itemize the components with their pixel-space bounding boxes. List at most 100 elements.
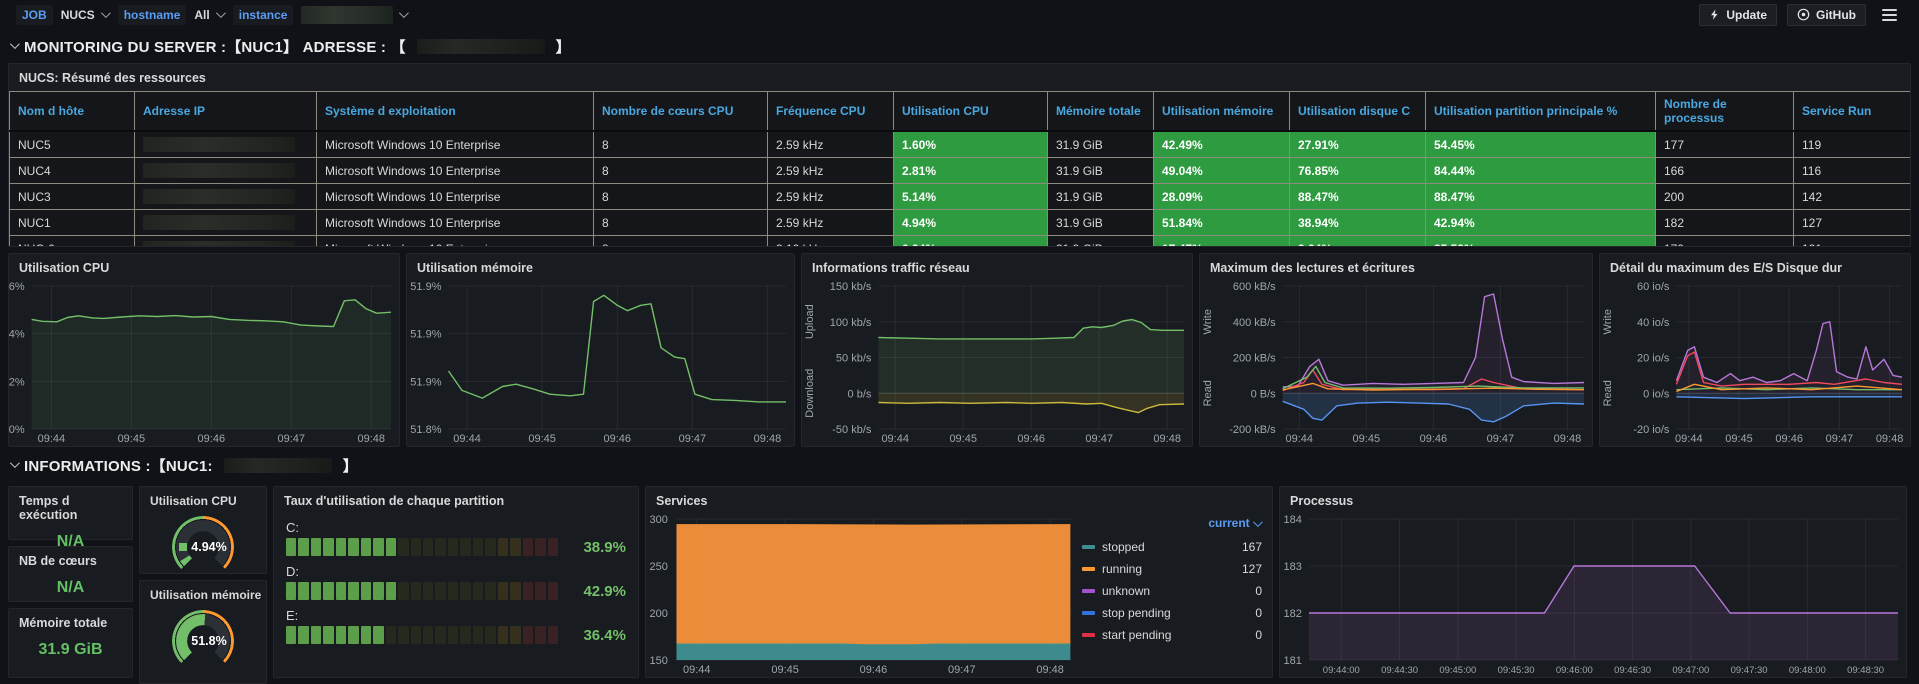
section-informations[interactable]: INFORMATIONS :【NUC1: 】: [8, 447, 1911, 482]
services-legend: current stopped 167 running 127 unknown 0 stop…: [1080, 512, 1272, 677]
table-cell: Microsoft Windows 10 Enterprise: [316, 235, 594, 246]
table-cell: 127: [1793, 209, 1910, 236]
led-segment: [422, 582, 434, 600]
legend-swatch: [1082, 567, 1095, 571]
legend-item-running[interactable]: running 127: [1082, 558, 1262, 580]
table-cell: 2.59 kHz: [767, 183, 894, 210]
table-cell: 3.10 kHz: [767, 235, 894, 246]
table-cell: 31.9 GiB: [1047, 157, 1154, 184]
services-chart[interactable]: 300 250 200 150 09:44 09:45 09:46 09:47 09:48: [646, 512, 1080, 677]
gauge-value: 51.8%: [172, 610, 234, 672]
chart-plot[interactable]: 600 kB/s 400 kB/s 200 kB/s 0 B/s -200 kB/s 09…: [1200, 279, 1592, 446]
legend-item-stop-pending[interactable]: stop pending 0: [1082, 602, 1262, 624]
column-header[interactable]: Mémoire totale: [1047, 91, 1154, 132]
table-cell: 1.60%: [893, 131, 1048, 158]
chevron-down-icon: [9, 39, 20, 50]
led-segment: [510, 538, 521, 556]
ip-redacted: [143, 215, 295, 230]
variable-label-job[interactable]: JOB: [16, 4, 53, 25]
legend-swatch: [1082, 633, 1095, 637]
svg-text:09:44: 09:44: [1675, 433, 1703, 445]
resources-table: Nom d hôte Adresse IP Système d exploitati…: [9, 91, 1910, 246]
legend-item-unknown[interactable]: unknown 0: [1082, 580, 1262, 602]
chart-plot[interactable]: 6% 4% 2% 0% 09:44 09:45 09:46 09:47 09:48: [9, 279, 399, 446]
column-header[interactable]: Fréquence CPU: [767, 91, 894, 132]
stats-column: Temps d exécution N/A NB de cœurs N/A Mémoir…: [8, 486, 133, 678]
column-header[interactable]: Service Run: [1793, 91, 1910, 132]
chevron-down-icon: [399, 8, 410, 19]
led-segment: [460, 626, 471, 644]
ip-redacted: [143, 137, 295, 152]
column-header[interactable]: Nom d hôte: [9, 91, 135, 132]
led-segment: [373, 626, 384, 644]
led-segment: [447, 626, 459, 644]
svg-text:Read: Read: [1602, 380, 1614, 406]
chart-plot[interactable]: 51.9% 51.9% 51.9% 51.8% 09:44 09:45 09:46 09:47…: [407, 279, 794, 446]
variable-value-hostname[interactable]: All: [194, 8, 226, 22]
menu-icon[interactable]: [1876, 5, 1903, 25]
table-cell: 200: [1655, 183, 1794, 210]
svg-text:09:48:00: 09:48:00: [1789, 665, 1826, 676]
processus-title: Processus: [1290, 494, 1354, 508]
table-cell: 0.94%: [893, 235, 1048, 246]
panel-utilisation-m-moire: Utilisation mémoire 51.9% 51.9% 51.9% 51.8% 0…: [406, 253, 795, 447]
section-monitoring-title: MONITORING DU SERVER :【NUC1】 ADRESSE : 【: [24, 39, 406, 56]
led-segment: [348, 582, 359, 600]
variable-value-instance[interactable]: [301, 5, 410, 24]
svg-text:40 io/s: 40 io/s: [1637, 317, 1670, 329]
update-button[interactable]: Update: [1699, 3, 1777, 26]
legend-label: stopped: [1102, 540, 1145, 554]
svg-text:09:46: 09:46: [860, 664, 888, 676]
gauge-marker: [179, 543, 188, 551]
variable-value-redacted: [301, 5, 394, 24]
table-cell: 28.09%: [1153, 183, 1290, 210]
led-segment: [472, 626, 484, 644]
column-header[interactable]: Utilisation disque C: [1289, 91, 1426, 132]
variable-label-hostname[interactable]: hostname: [117, 4, 187, 25]
led-segment: [510, 626, 521, 644]
column-header[interactable]: Système d exploitation: [316, 91, 594, 132]
led-segment: [535, 626, 546, 644]
column-header[interactable]: Adresse IP: [134, 91, 317, 132]
led-segment: [385, 538, 397, 556]
led-segment: [472, 538, 484, 556]
svg-text:60 io/s: 60 io/s: [1637, 281, 1670, 293]
svg-text:2%: 2%: [9, 376, 25, 388]
legend-label: unknown: [1102, 584, 1151, 598]
led-segment: [522, 582, 534, 600]
svg-text:183: 183: [1284, 561, 1302, 573]
gauges-column: Utilisation CPU 4.94% Utilisation mémoire 5…: [139, 486, 267, 684]
svg-text:0 b/s: 0 b/s: [848, 388, 872, 400]
section-monitoring[interactable]: MONITORING DU SERVER :【NUC1】 ADRESSE : 【…: [8, 28, 1911, 63]
chart-plot[interactable]: 150 kb/s 100 kb/s 50 kb/s 0 b/s -50 kb/s 09:4…: [802, 279, 1192, 446]
svg-text:09:44: 09:44: [1286, 433, 1314, 445]
table-cell: 142: [1793, 183, 1910, 210]
svg-text:09:47:00: 09:47:00: [1672, 665, 1709, 676]
led-segment: [310, 582, 322, 600]
variable-label-instance[interactable]: instance: [232, 4, 294, 25]
led-segment: [298, 626, 309, 644]
svg-text:100 kb/s: 100 kb/s: [830, 317, 872, 329]
svg-text:09:45:00: 09:45:00: [1439, 665, 1476, 676]
processus-chart[interactable]: 184 183 182 181 09:44:00 09:44:30 09:45:00 09:4…: [1280, 512, 1906, 677]
panel-stat-2: Mémoire totale 31.9 GiB: [8, 608, 133, 678]
table-cell: NUC5: [9, 131, 135, 158]
legend-item-stopped[interactable]: stopped 167: [1082, 536, 1262, 558]
chart-title: Utilisation mémoire: [417, 261, 533, 275]
svg-text:4%: 4%: [9, 329, 25, 341]
svg-text:09:44: 09:44: [38, 433, 66, 445]
svg-text:300: 300: [650, 514, 668, 526]
legend-item-start-pending[interactable]: start pending 0: [1082, 624, 1262, 646]
column-header[interactable]: Nombre de processus: [1655, 91, 1794, 132]
table-cell: 2.81%: [893, 157, 1048, 184]
panel-stat-1: NB de cœurs N/A: [8, 546, 133, 602]
column-header[interactable]: Utilisation partition principale %: [1425, 91, 1656, 132]
variable-value-job[interactable]: NUCS: [61, 8, 111, 22]
chart-plot[interactable]: 60 io/s 40 io/s 20 io/s 0 io/s -20 io/s 09:44…: [1600, 279, 1910, 446]
github-button[interactable]: GitHub: [1787, 3, 1866, 26]
column-header[interactable]: Nombre de cœurs CPU: [593, 91, 768, 132]
column-header[interactable]: Utilisation CPU: [893, 91, 1048, 132]
legend-sort-current[interactable]: current: [1082, 514, 1263, 536]
led-segment: [360, 538, 372, 556]
column-header[interactable]: Utilisation mémoire: [1153, 91, 1290, 132]
